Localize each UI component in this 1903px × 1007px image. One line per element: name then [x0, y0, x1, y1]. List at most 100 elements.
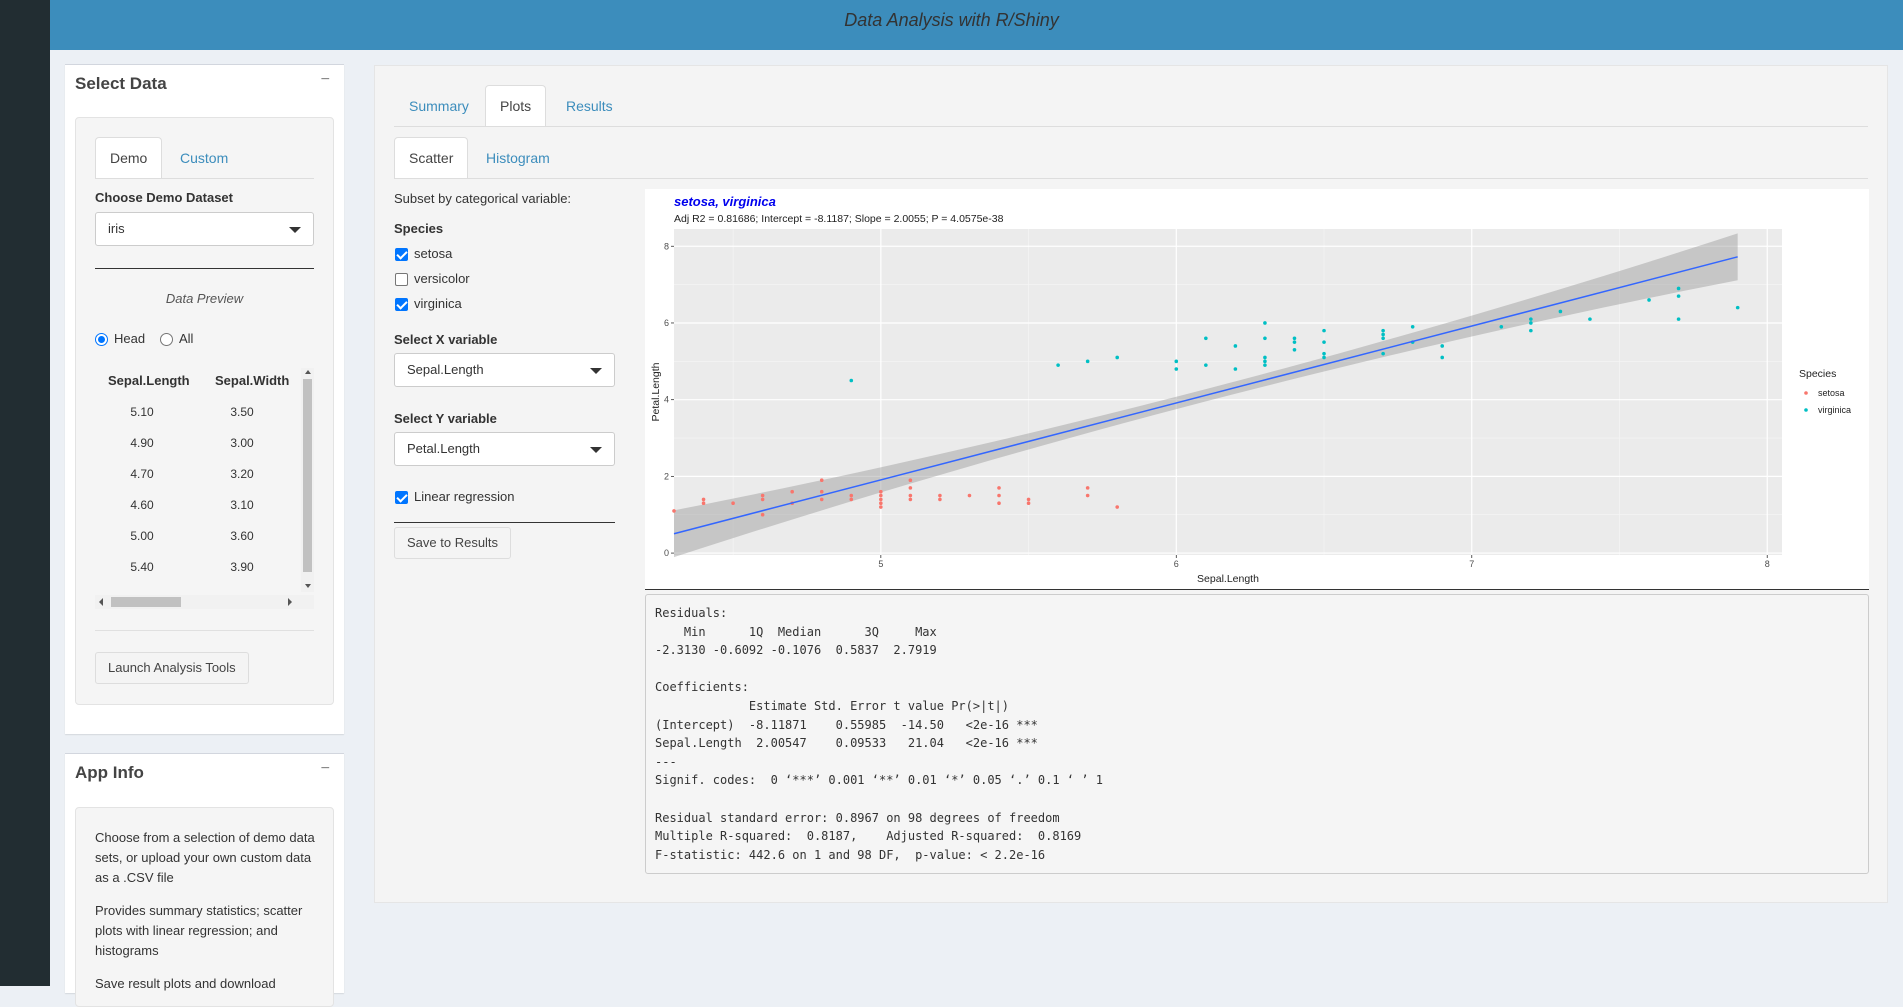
radio-all[interactable] [160, 333, 173, 346]
checkbox-versicolor[interactable] [395, 273, 408, 286]
dataset-select[interactable]: iris [95, 212, 314, 246]
select-data-well: Demo Custom Choose Demo Dataset iris Dat… [75, 117, 334, 705]
setosa-point [1026, 497, 1031, 502]
table-cell: 3.00 [230, 436, 254, 450]
table-cell: 4.70 [130, 467, 154, 481]
setosa-point [967, 493, 972, 498]
setosa-point [849, 493, 854, 498]
setosa-point [1026, 501, 1031, 506]
virginica-point [1529, 317, 1533, 321]
setosa-point [938, 497, 942, 502]
y-variable-value: Petal.Length [407, 441, 481, 456]
app-info-paragraph-3: Save result plots and download [95, 976, 276, 991]
y-variable-select[interactable]: Petal.Length [394, 432, 615, 466]
virginica-point [1381, 351, 1385, 356]
scroll-up-icon[interactable] [305, 370, 311, 374]
virginica-point [1381, 332, 1385, 337]
preview-divider [95, 630, 314, 631]
setosa-point [1085, 486, 1090, 490]
setosa-point [1085, 493, 1090, 498]
virginica-point [1381, 328, 1385, 333]
virginica-point [1440, 344, 1445, 348]
data-preview-title: Data Preview [165, 291, 244, 306]
checkbox-versicolor-label: versicolor [414, 271, 470, 286]
select-data-title: Select Data [75, 74, 167, 93]
virginica-point [1085, 359, 1090, 364]
virginica-point [1676, 286, 1681, 291]
tab-histogram[interactable]: Histogram [486, 150, 550, 166]
subset-label: Subset by categorical variable: [394, 191, 572, 206]
radio-head-label: Head [114, 331, 146, 346]
checkbox-setosa-label: setosa [414, 246, 453, 261]
launch-analysis-tools-button[interactable]: Launch Analysis Tools [95, 652, 249, 684]
x-tick-label: 7 [1469, 559, 1474, 569]
app-header: Data Analysis with R/Shiny [0, 0, 1903, 50]
tab-scatter[interactable]: Scatter [394, 137, 469, 179]
scroll-left-icon[interactable] [99, 598, 103, 606]
setosa-point [997, 493, 1001, 498]
setosa-point [908, 493, 913, 498]
vertical-scroll-thumb[interactable] [303, 379, 312, 572]
virginica-point [1529, 321, 1533, 325]
setosa-point [701, 497, 706, 502]
tab-summary[interactable]: Summary [409, 98, 469, 114]
checkbox-virginica[interactable] [395, 298, 408, 311]
x-variable-select[interactable]: Sepal.Length [394, 353, 615, 387]
virginica-point [1322, 351, 1326, 356]
virginica-point [1263, 363, 1267, 367]
checkbox-virginica-label: virginica [414, 296, 462, 311]
setosa-point [908, 486, 913, 490]
setosa-point [908, 478, 913, 483]
setosa-point [790, 489, 794, 494]
y-tick-label: 8 [664, 241, 669, 251]
select-data-box: Select Data − Demo Custom Choose Demo Da… [65, 64, 344, 734]
checkbox-setosa[interactable] [395, 248, 408, 261]
scroll-down-icon[interactable] [305, 584, 311, 588]
collapse-select-data-button[interactable]: − [320, 71, 330, 88]
vertical-scrollbar[interactable] [301, 368, 314, 592]
controls-divider [394, 522, 615, 523]
virginica-point [1558, 309, 1563, 314]
tab-custom[interactable]: Custom [180, 150, 229, 166]
setosa-point [879, 489, 883, 494]
radio-head[interactable] [95, 333, 108, 346]
tab-results[interactable]: Results [566, 98, 613, 114]
virginica-point [1174, 359, 1179, 364]
virginica-point [1263, 355, 1267, 360]
scroll-right-icon[interactable] [288, 598, 292, 606]
main-tab-divider [394, 126, 1868, 127]
legend-label-virginica: virginica [1818, 405, 1851, 415]
setosa-point [731, 501, 735, 506]
app-info-paragraph-2: Provides summary statistics; scatter plo… [95, 903, 303, 958]
horizontal-scroll-thumb[interactable] [111, 597, 181, 607]
setosa-point [760, 512, 765, 517]
setosa-point [879, 501, 883, 506]
scatter-plot-svg: 5 6 7 8 0 2 4 6 8 setosa, virginica Adj R2 = 0.8… [650, 194, 1851, 585]
checkbox-linear-regression[interactable] [395, 491, 408, 504]
table-header-sepal-length: Sepal.Length [108, 373, 190, 388]
virginica-point [1322, 340, 1326, 344]
setosa-point [879, 497, 883, 502]
setosa-point [819, 497, 824, 502]
chevron-down-icon [289, 227, 301, 233]
setosa-point [849, 497, 854, 502]
virginica-point [1647, 298, 1651, 302]
table-cell: 3.50 [230, 405, 254, 419]
tab-plots[interactable]: Plots [485, 85, 547, 127]
virginica-point [1322, 328, 1326, 333]
virginica-point [1204, 363, 1208, 367]
plot-panel [674, 229, 1782, 555]
tab-demo[interactable]: Demo [95, 137, 163, 179]
table-cell: 3.10 [230, 498, 254, 512]
save-to-results-button[interactable]: Save to Results [394, 527, 512, 559]
virginica-point [1292, 340, 1297, 344]
setosa-point [879, 505, 883, 509]
horizontal-scrollbar[interactable] [95, 595, 314, 609]
collapse-app-info-button[interactable]: − [320, 760, 330, 777]
y-axis-label: Petal.Length [650, 362, 662, 421]
app-title: Data Analysis with R/Shiny [844, 10, 1059, 30]
setosa-point [819, 489, 824, 494]
setosa-point [908, 497, 913, 502]
legend-key-virginica [1804, 408, 1808, 412]
setosa-point [997, 486, 1001, 490]
